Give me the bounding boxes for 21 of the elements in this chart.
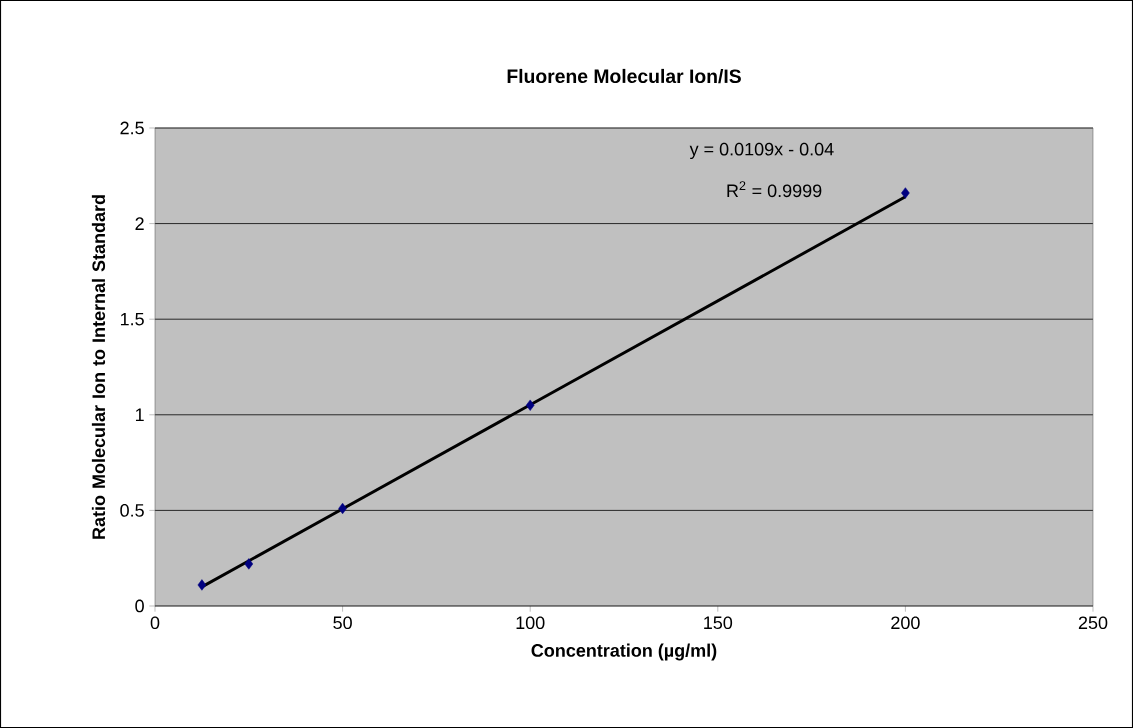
y-tick-label: 1 (135, 408, 144, 421)
y-tick-label: 2.5 (120, 121, 144, 135)
x-tick-label: 100 (516, 616, 545, 630)
x-tick-label: 200 (891, 616, 920, 630)
point (901, 187, 910, 199)
x-tick-label: 0 (150, 616, 160, 630)
point (197, 579, 207, 591)
annotation: y = 0.0109x - 0.04 (689, 142, 834, 160)
x-tick-label: 50 (333, 616, 352, 630)
y-tick-label: 0.5 (120, 504, 144, 517)
y-tick-label: 1.5 (120, 312, 144, 326)
annotation: R$^{2}$ = 0.9999 (727, 181, 822, 198)
chart-title: Fluorene Molecular Ion/IS (507, 68, 741, 84)
y-axis-title: Ratio Molecular Ion to Internal Standard (91, 195, 106, 539)
y-tick-label: 0 (135, 599, 144, 613)
y-tick-label: 2 (135, 217, 144, 230)
point (525, 399, 535, 411)
x-tick-label: 150 (704, 616, 733, 630)
point (244, 558, 254, 570)
x-tick-label: 250 (1078, 616, 1108, 630)
x-axis-title: Concentration (µg/ml) (531, 643, 717, 661)
